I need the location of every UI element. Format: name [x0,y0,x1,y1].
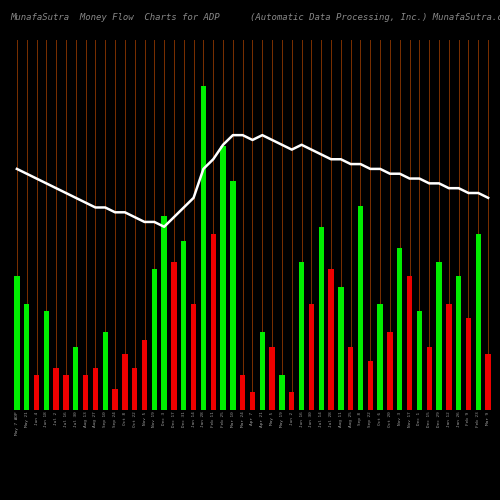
Bar [200,86,206,410]
Bar [83,375,88,410]
Bar [358,206,363,410]
Bar [348,346,354,410]
Bar [397,248,402,410]
Bar [220,146,226,410]
Bar [476,234,481,410]
Bar [54,368,59,410]
Bar [181,241,186,410]
Bar [486,354,491,410]
Bar [466,318,471,410]
Bar [191,304,196,410]
Bar [122,354,128,410]
Bar [152,269,157,410]
Bar [299,262,304,410]
Bar [142,340,147,410]
Bar [210,234,216,410]
Bar [132,368,138,410]
Bar [426,346,432,410]
Text: MunafaSutra  Money Flow  Charts for ADP: MunafaSutra Money Flow Charts for ADP [10,12,220,22]
Bar [318,227,324,410]
Text: (Automatic Data Processing, Inc.) MunafaSutra.com: (Automatic Data Processing, Inc.) Munafa… [250,12,500,22]
Bar [280,375,284,410]
Bar [250,392,255,410]
Bar [112,389,118,410]
Bar [308,304,314,410]
Bar [436,262,442,410]
Bar [387,332,392,410]
Bar [92,368,98,410]
Bar [230,181,235,410]
Bar [172,262,176,410]
Bar [73,346,78,410]
Bar [456,276,462,410]
Bar [407,276,412,410]
Bar [102,332,108,410]
Bar [270,346,275,410]
Bar [64,375,68,410]
Bar [240,375,246,410]
Bar [328,269,334,410]
Bar [34,375,39,410]
Bar [289,392,294,410]
Bar [14,276,20,410]
Bar [368,360,373,410]
Bar [162,216,167,410]
Bar [416,312,422,410]
Bar [260,332,265,410]
Bar [446,304,452,410]
Bar [338,286,344,410]
Bar [378,304,383,410]
Bar [44,312,49,410]
Bar [24,304,30,410]
